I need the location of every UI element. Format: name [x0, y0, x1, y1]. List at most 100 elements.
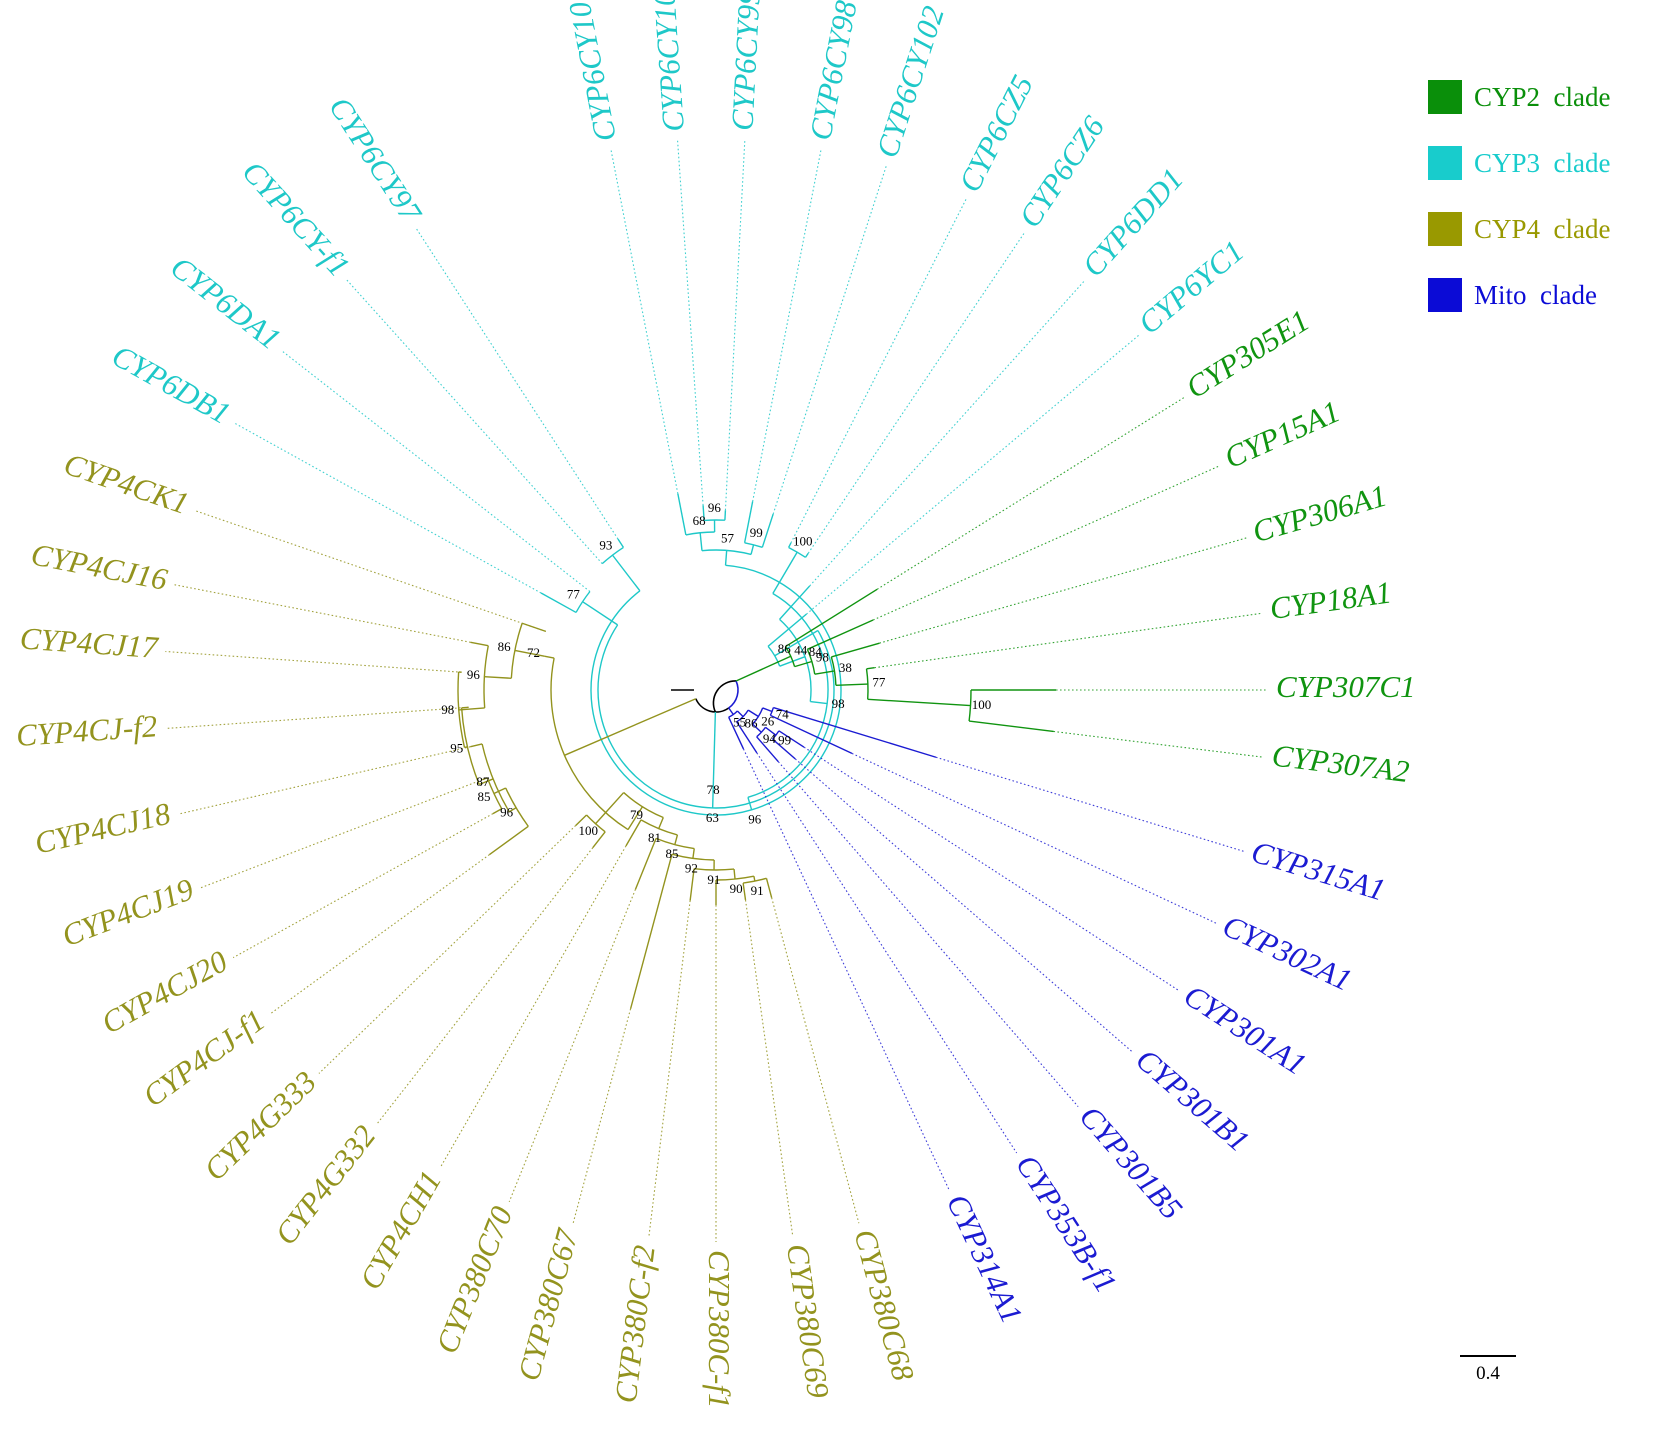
branch-cyp305e1	[785, 588, 878, 648]
support-value-cj16: 96	[467, 667, 481, 682]
support-value-y98-102: 99	[750, 525, 763, 540]
tip-extension-cyp380c70	[508, 889, 636, 1203]
tip-label-cyp380c-f1: CYP380C-f1	[702, 1250, 737, 1408]
support-value-c380: 85	[666, 846, 679, 861]
tip-extension-cyp4cj-f1	[269, 854, 490, 1015]
tip-extension-cyp4ch1	[439, 845, 627, 1169]
support-value-m315: 74	[776, 706, 790, 721]
branch-cj16	[484, 676, 512, 679]
branch-cyp6cz5	[788, 542, 792, 548]
legend-item-cyp3: CYP3 clade	[1428, 144, 1610, 182]
branch-y97g	[747, 797, 753, 811]
support-value-y101-a: 68	[693, 513, 706, 528]
scale-bar-label: 0.4	[1476, 1363, 1500, 1384]
branch-g33	[595, 792, 625, 825]
branch-cyp4cj18	[470, 743, 483, 748]
tip-extension-cyp306a1	[879, 537, 1247, 644]
tree-branches	[457, 493, 1056, 1009]
branch-c306g	[814, 670, 835, 675]
tip-label-cyp305e1: CYP305E1	[1180, 303, 1315, 406]
scale-bar-line	[1460, 1355, 1516, 1357]
tree-tip-extensions	[165, 138, 1268, 1242]
branch-cyp6cy99	[724, 510, 727, 521]
tip-extension-cyp6da1	[280, 349, 591, 592]
tip-label-cyp6cy102: CYP6CY102	[869, 2, 951, 162]
arc-c4a	[623, 792, 664, 819]
arc-cj-f1	[505, 787, 529, 827]
arc-c306g	[830, 656, 837, 686]
branch-cyp307a2	[969, 720, 1054, 733]
tip-extension-cyp380c68	[771, 897, 860, 1224]
arc-cj16	[483, 645, 489, 709]
tip-label-cyp6cy98: CYP6CY98	[802, 0, 863, 143]
tip-label-cyp6cy-f1: CYP6CY-f1	[236, 154, 357, 283]
branch-c380-f1	[733, 869, 736, 880]
tip-label-cyp301b1: CYP301B1	[1129, 1042, 1256, 1159]
tip-extension-cyp6cy100	[676, 139, 704, 506]
tip-label-cyp6dd1: CYP6DD1	[1075, 161, 1190, 283]
branch-cyp4cj19	[482, 777, 488, 781]
branch-cyp4cj20	[492, 808, 503, 815]
branch-m315	[762, 707, 773, 713]
tip-extension-cyp6cy102	[772, 164, 888, 515]
branch-c307	[867, 698, 971, 707]
tip-extension-cyp6db1	[232, 421, 542, 594]
tip-extension-cyp353b-f1	[756, 752, 1018, 1154]
tip-label-cyp380c70: CYP380C70	[429, 1201, 520, 1358]
branch-cyp6cy102	[761, 513, 774, 548]
branch-m-b	[736, 710, 744, 718]
branch-cyp6cy98	[743, 501, 754, 543]
support-value-c306g: 38	[839, 660, 852, 675]
arc-cz	[788, 546, 806, 558]
arc-c3x	[597, 624, 835, 809]
tip-label-cyp306a1: CYP306A1	[1249, 478, 1391, 550]
branch-y97f1	[611, 554, 641, 592]
legend-label-cyp3: CYP3 clade	[1474, 147, 1611, 178]
branch-y-yc	[774, 629, 819, 657]
tip-extension-cyp4cj18	[178, 746, 471, 815]
branch-cj1920	[493, 787, 507, 795]
branch-cyp306a1	[831, 642, 880, 658]
branch-cyp6db1	[540, 592, 577, 614]
tip-extension-cyp6dd1	[809, 279, 1086, 587]
tip-label-cyp6db1: CYP6DB1	[106, 338, 236, 431]
branch-cyp2	[735, 655, 792, 682]
branch-cyp380c67	[629, 854, 673, 1009]
legend-label-cyp4: CYP4 clade	[1474, 213, 1611, 244]
branch-cyp353b-f1	[736, 721, 758, 754]
tip-extension-cyp4g332	[375, 847, 594, 1126]
tip-label-cyp302a1: CYP302A1	[1218, 908, 1358, 998]
support-value-c4b: 72	[527, 645, 540, 660]
support-value-y101-b: 57	[721, 530, 735, 545]
support-value-y-dd: 84	[809, 644, 823, 659]
support-value-cjall: 86	[498, 639, 512, 654]
branch-cyp315a1	[773, 706, 937, 758]
tip-label-cyp4cj18: CYP4CJ18	[31, 796, 174, 861]
branch-m301	[765, 726, 777, 736]
tip-label-cyp6cy101: CYP6CY101	[559, 0, 623, 144]
branch-y101-a	[699, 532, 703, 551]
tip-extension-cyp4g333	[318, 825, 577, 1074]
tip-label-cyp4cj19: CYP4CJ19	[57, 871, 198, 953]
branch-cyp4cj-f1	[489, 825, 529, 856]
tip-label-cyp380c-f2: CYP380C-f2	[608, 1243, 662, 1405]
support-value-cj18: 87	[476, 774, 490, 789]
legend-swatch-cyp3	[1428, 146, 1462, 180]
arc-y101-b	[701, 549, 752, 556]
tip-extension-cyp15a1	[872, 464, 1221, 621]
branch-c3x	[711, 779, 715, 808]
support-value-c380-67: 92	[685, 860, 698, 875]
tip-label-cyp18a1: CYP18A1	[1268, 574, 1394, 626]
tip-label-cyp4cj-f2: CYP4CJ-f2	[15, 708, 158, 753]
branch-cyp380c70	[634, 838, 657, 890]
tip-label-cyp353b-f1: CYP353B-f1	[1009, 1148, 1124, 1299]
support-value-c3x: 63	[706, 810, 719, 825]
arc-cj1920	[486, 777, 503, 810]
support-value-m-b: 86	[744, 715, 758, 730]
tip-extension-cyp6cz5	[790, 197, 968, 544]
tip-extension-cyp314a1	[742, 748, 950, 1191]
support-value-c15g: 98	[816, 649, 829, 664]
branch-cyp380c68	[765, 878, 773, 898]
tip-extension-cyp4cj-f2	[165, 706, 469, 730]
branch-cyp6cy101	[677, 493, 687, 536]
